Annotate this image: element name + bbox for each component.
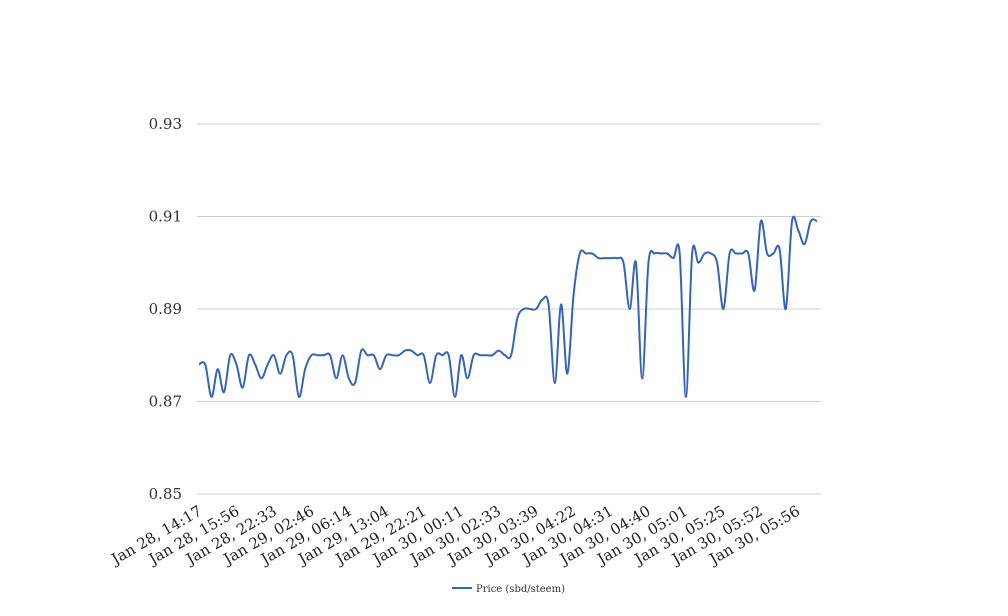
legend[interactable]: Price (sbd/steem) — [452, 584, 565, 595]
y-axis-tick-labels: 0.85 0.87 0.89 0.91 0.93 — [149, 115, 182, 503]
series-layer — [198, 215, 818, 398]
gridlines — [197, 123, 821, 495]
legend-label-price: Price (sbd/steem) — [476, 584, 565, 595]
y-tick-label: 0.91 — [149, 208, 182, 226]
series-line-price — [198, 215, 818, 398]
y-tick-label: 0.89 — [149, 300, 182, 318]
y-tick-label: 0.87 — [149, 393, 182, 411]
y-tick-label: 0.93 — [149, 115, 182, 133]
y-tick-label: 0.85 — [149, 485, 182, 503]
